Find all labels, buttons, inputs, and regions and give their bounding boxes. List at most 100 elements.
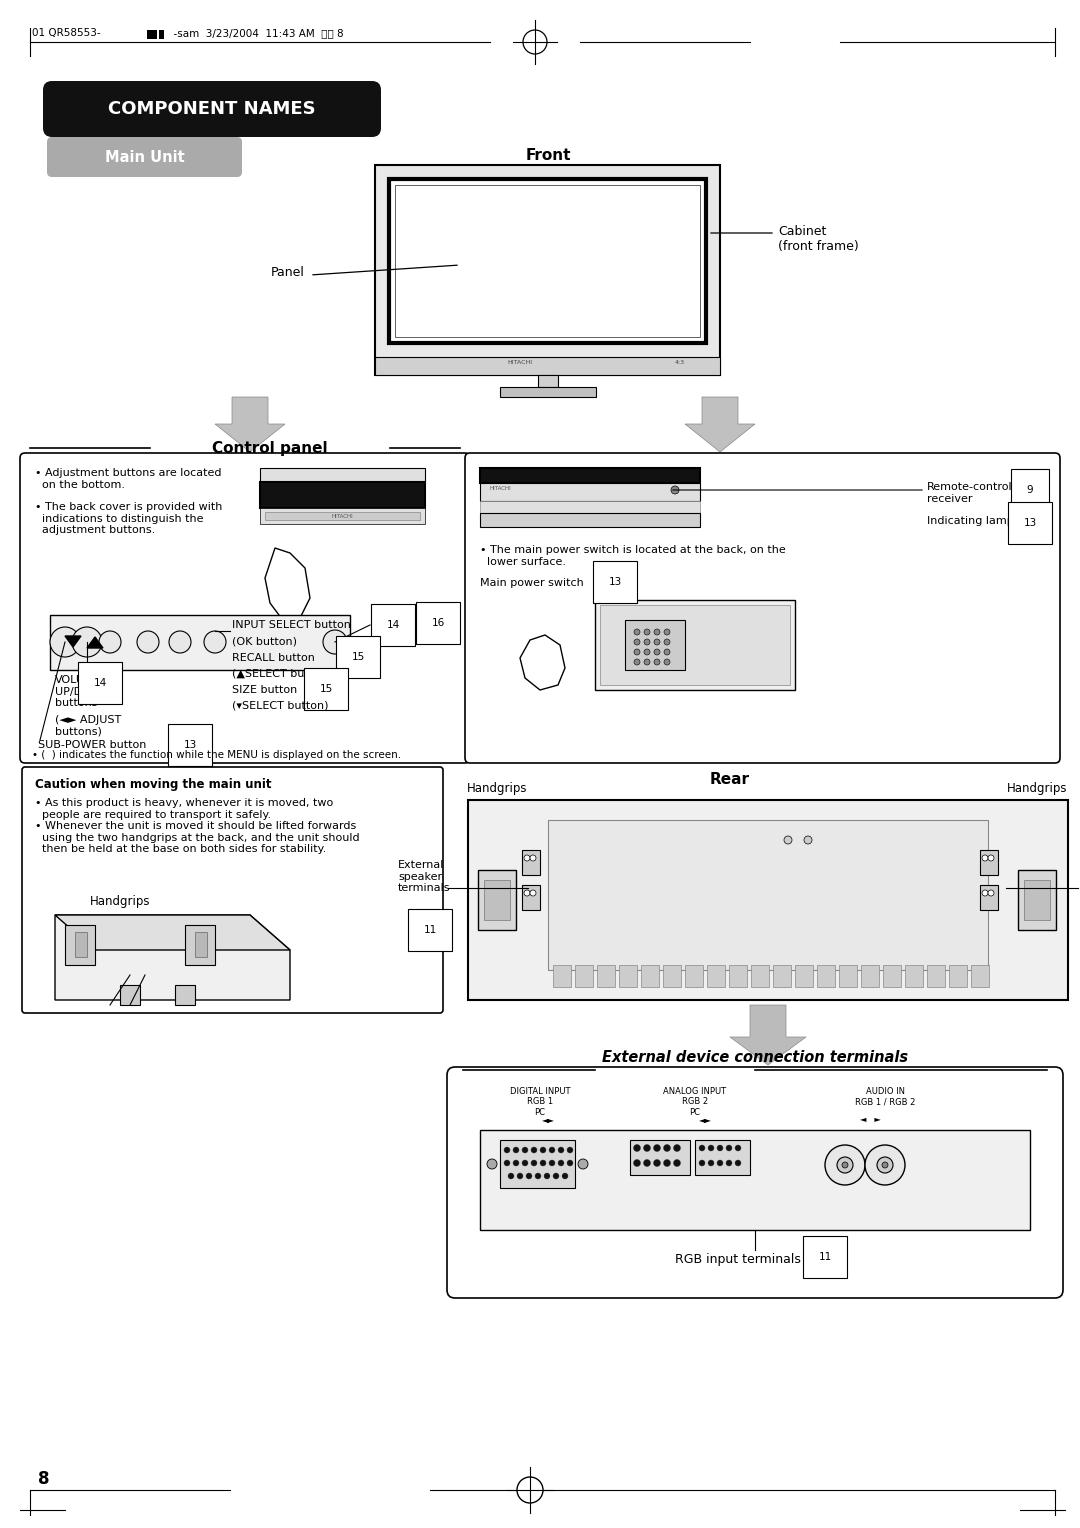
Circle shape bbox=[531, 1148, 537, 1154]
Circle shape bbox=[708, 1160, 714, 1166]
Bar bbox=[630, 1140, 690, 1175]
Text: • (  ) indicates the function while the MENU is displayed on the screen.: • ( ) indicates the function while the M… bbox=[32, 750, 401, 759]
Circle shape bbox=[99, 631, 121, 652]
Bar bbox=[480, 501, 700, 513]
Circle shape bbox=[699, 1160, 705, 1166]
Text: • The main power switch is located at the back, on the
  lower surface.: • The main power switch is located at th… bbox=[480, 545, 786, 567]
Circle shape bbox=[168, 631, 191, 652]
Text: RGB input terminals: RGB input terminals bbox=[675, 1253, 801, 1267]
Circle shape bbox=[137, 631, 159, 652]
Bar bbox=[260, 507, 426, 524]
Text: 8: 8 bbox=[38, 1470, 50, 1488]
Circle shape bbox=[674, 1160, 680, 1166]
Circle shape bbox=[524, 889, 530, 895]
Circle shape bbox=[784, 836, 792, 843]
Bar bbox=[625, 620, 685, 669]
Text: 14: 14 bbox=[387, 620, 400, 630]
Text: 4:3: 4:3 bbox=[675, 359, 685, 365]
Bar bbox=[980, 850, 998, 876]
Bar bbox=[480, 513, 700, 527]
Bar bbox=[663, 966, 681, 987]
Circle shape bbox=[982, 856, 988, 860]
Polygon shape bbox=[215, 397, 285, 452]
Circle shape bbox=[664, 659, 670, 665]
Circle shape bbox=[535, 1174, 541, 1180]
Circle shape bbox=[549, 1160, 555, 1166]
Text: Main Unit: Main Unit bbox=[105, 150, 185, 165]
Circle shape bbox=[540, 1148, 546, 1154]
Circle shape bbox=[562, 1174, 568, 1180]
Bar bbox=[619, 966, 637, 987]
Bar bbox=[751, 966, 769, 987]
Text: HITACHI: HITACHI bbox=[490, 486, 512, 490]
Circle shape bbox=[549, 1148, 555, 1154]
Circle shape bbox=[664, 639, 670, 645]
Bar bbox=[500, 1140, 575, 1187]
Circle shape bbox=[530, 856, 536, 860]
Circle shape bbox=[504, 1148, 510, 1154]
Bar bbox=[480, 483, 700, 501]
Text: 13: 13 bbox=[608, 578, 622, 587]
Bar bbox=[883, 966, 901, 987]
Circle shape bbox=[558, 1160, 564, 1166]
Text: VOLUME
UP/DOWN
buttons: VOLUME UP/DOWN buttons bbox=[55, 675, 110, 707]
Text: 16: 16 bbox=[431, 617, 445, 628]
Circle shape bbox=[653, 1160, 661, 1166]
Bar bbox=[389, 179, 706, 342]
Text: MENU button: MENU button bbox=[373, 617, 446, 628]
Bar bbox=[839, 966, 858, 987]
Bar bbox=[65, 924, 95, 966]
Circle shape bbox=[988, 889, 994, 895]
Circle shape bbox=[825, 1144, 865, 1186]
Bar bbox=[395, 185, 700, 338]
Bar bbox=[175, 986, 195, 1005]
Bar bbox=[375, 358, 720, 374]
Circle shape bbox=[644, 1160, 650, 1166]
Bar bbox=[861, 966, 879, 987]
FancyBboxPatch shape bbox=[48, 138, 242, 177]
Polygon shape bbox=[55, 915, 291, 950]
Bar bbox=[538, 374, 557, 387]
Text: (▲SELECT button): (▲SELECT button) bbox=[232, 669, 332, 678]
Bar bbox=[484, 880, 510, 920]
Text: 14: 14 bbox=[93, 678, 107, 688]
Bar bbox=[927, 966, 945, 987]
Text: Handgrips: Handgrips bbox=[90, 895, 150, 908]
Circle shape bbox=[664, 649, 670, 656]
Circle shape bbox=[508, 1174, 514, 1180]
Polygon shape bbox=[55, 915, 291, 999]
Circle shape bbox=[531, 1160, 537, 1166]
Circle shape bbox=[544, 1174, 550, 1180]
Circle shape bbox=[735, 1160, 741, 1166]
Circle shape bbox=[726, 1144, 732, 1151]
Bar bbox=[260, 481, 426, 507]
Circle shape bbox=[654, 649, 660, 656]
Bar bbox=[575, 966, 593, 987]
Text: 15: 15 bbox=[351, 652, 365, 662]
FancyBboxPatch shape bbox=[43, 81, 381, 138]
Text: (◄► ADJUST
buttons): (◄► ADJUST buttons) bbox=[55, 715, 121, 736]
Text: 15: 15 bbox=[320, 685, 333, 694]
Text: External device connection terminals: External device connection terminals bbox=[602, 1050, 908, 1065]
Circle shape bbox=[523, 31, 546, 53]
Circle shape bbox=[982, 889, 988, 895]
Bar bbox=[468, 801, 1068, 999]
Circle shape bbox=[567, 1160, 573, 1166]
Circle shape bbox=[72, 626, 102, 657]
Bar bbox=[480, 1131, 1030, 1230]
Bar bbox=[480, 468, 700, 483]
Bar bbox=[522, 885, 540, 911]
Text: Front: Front bbox=[525, 148, 570, 163]
Circle shape bbox=[634, 630, 640, 636]
Text: SIZE button: SIZE button bbox=[232, 685, 297, 695]
Polygon shape bbox=[87, 637, 103, 648]
FancyBboxPatch shape bbox=[22, 767, 443, 1013]
Text: Control panel: Control panel bbox=[212, 440, 328, 455]
Circle shape bbox=[634, 659, 640, 665]
Circle shape bbox=[522, 1160, 528, 1166]
Circle shape bbox=[654, 630, 660, 636]
Bar bbox=[696, 1140, 750, 1175]
Circle shape bbox=[654, 639, 660, 645]
Text: (▾SELECT button): (▾SELECT button) bbox=[232, 701, 328, 711]
Text: 9: 9 bbox=[1027, 484, 1034, 495]
